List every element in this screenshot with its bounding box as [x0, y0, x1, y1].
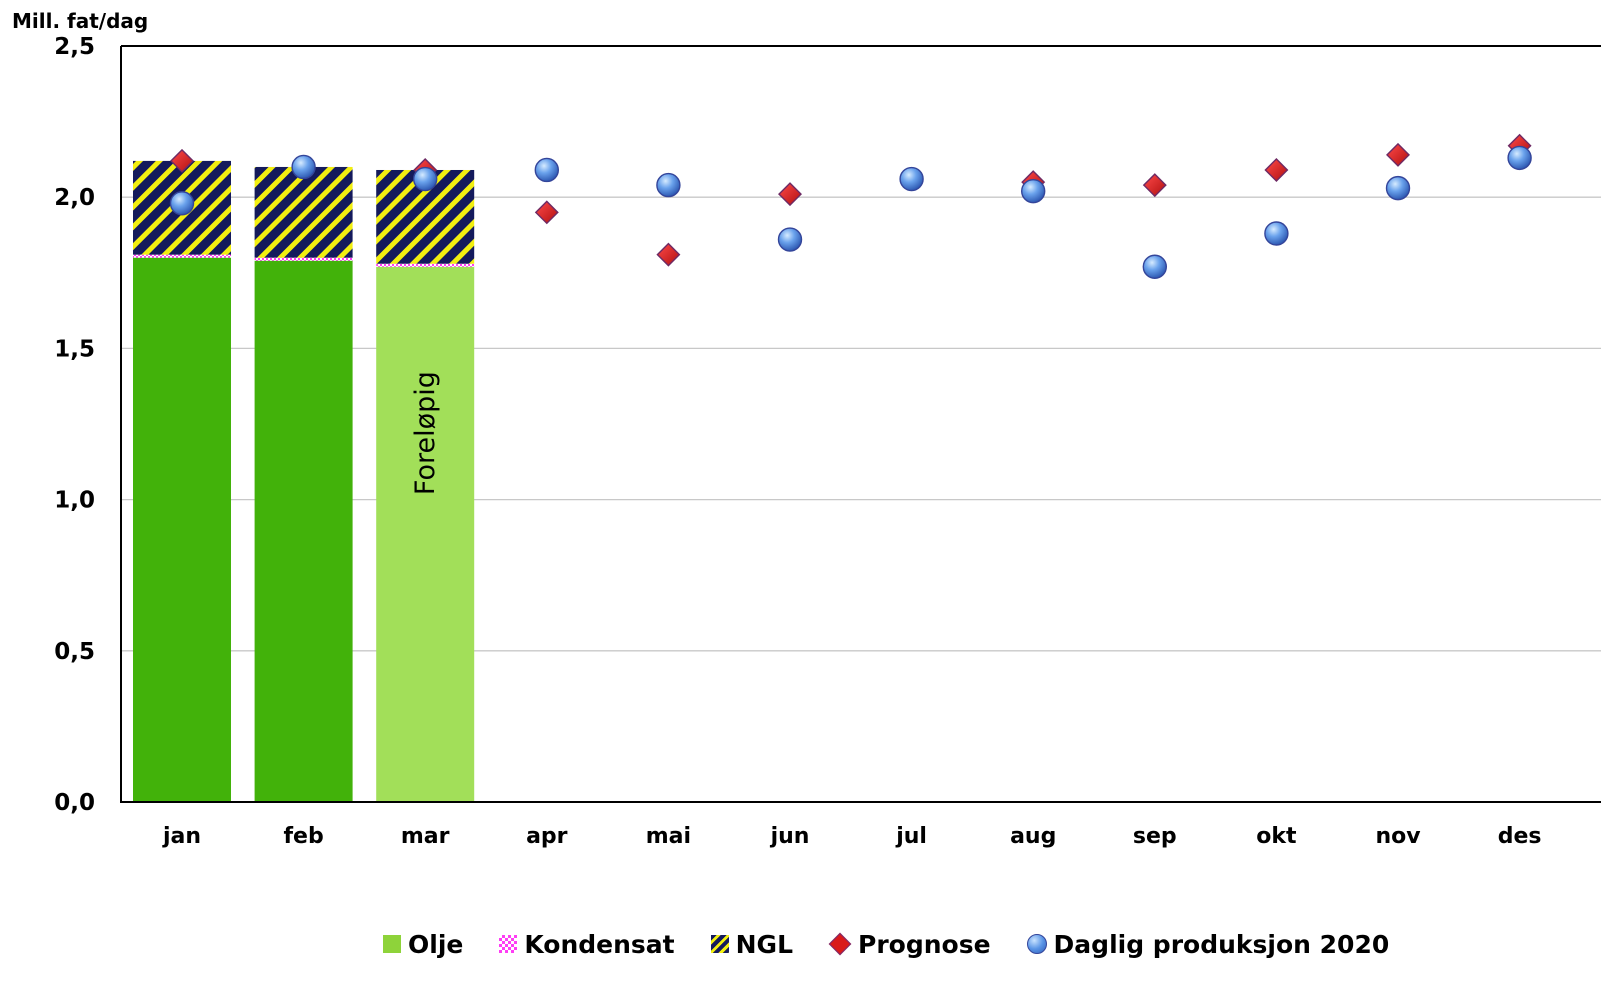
legend-label-olje: Olje	[408, 929, 464, 959]
marker-daglig	[1264, 221, 1289, 246]
y-tick-label: 2,5	[54, 34, 95, 60]
y-tick-label: 1,0	[54, 488, 95, 514]
x-tick-label: apr	[526, 824, 568, 849]
marker-daglig	[1507, 145, 1532, 171]
marker-daglig	[656, 172, 681, 198]
bar-kondensat	[254, 257, 353, 261]
marker-prognose	[1142, 173, 1167, 198]
bar-annotation: Foreløpig	[410, 371, 441, 495]
y-tick-label: 0,0	[54, 790, 95, 816]
marker-daglig	[1142, 254, 1168, 279]
y-tick-label: 1,5	[54, 336, 95, 362]
axes	[120, 45, 1601, 803]
x-tick-label: sep	[1133, 824, 1177, 849]
marker-daglig	[1020, 178, 1046, 204]
x-tick-label: aug	[1010, 824, 1056, 849]
x-tick-label: jan	[162, 824, 201, 849]
marker-prognose	[1264, 157, 1289, 182]
legend-label-daglig: Daglig produksjon 2020	[1053, 929, 1390, 959]
legend-swatch-olje	[383, 935, 401, 953]
marker-daglig	[534, 157, 559, 183]
marker-daglig	[1385, 175, 1411, 201]
legend-item-daglig: Daglig produksjon 2020	[1026, 929, 1390, 959]
bar-olje	[133, 257, 231, 802]
legend-label-kondensat: Kondensat	[524, 929, 675, 959]
gridlines	[121, 196, 1601, 652]
marker-daglig	[413, 166, 438, 192]
legend-item-ngl: NGL	[710, 929, 793, 959]
legend-swatch-ngl	[710, 935, 729, 953]
marker-prognose	[778, 182, 802, 207]
y-tick-label: 2,0	[54, 185, 95, 211]
legend-swatch-kondensat	[499, 935, 518, 953]
y-tick-label: 0,5	[54, 639, 95, 665]
x-tick-label: nov	[1375, 824, 1421, 849]
x-tick-label: feb	[283, 824, 323, 849]
x-tick-label: okt	[1256, 824, 1297, 849]
labels: 0,0 0,5 1,0 1,5 2,0 2,5 Foreløpig jan feb mar apr m…	[54, 34, 1541, 849]
bar-kondensat	[376, 263, 475, 267]
legend: Olje Kondensat NGL Prognose Daglig produ…	[383, 926, 1389, 962]
x-tick-label: mai	[646, 824, 691, 849]
legend-item-kondensat: Kondensat	[499, 929, 675, 959]
marker-prognose	[1386, 142, 1410, 167]
legend-swatch-daglig	[1026, 934, 1047, 954]
legend-item-olje: Olje	[383, 930, 463, 959]
legend-label-ngl: NGL	[735, 929, 793, 959]
marker-daglig	[899, 166, 924, 192]
bar-ngl	[254, 166, 353, 258]
bar-kondensat	[133, 254, 231, 258]
bar-olje	[254, 260, 353, 803]
legend-label-prognose: Prognose	[858, 929, 991, 959]
x-tick-label: jul	[895, 824, 927, 849]
legend-swatch-prognose	[828, 932, 852, 956]
marker-prognose	[656, 242, 681, 267]
x-tick-label: des	[1498, 824, 1542, 849]
y-axis-unit-label: Mill. fat/dag	[12, 9, 149, 33]
bar-olje	[376, 266, 475, 802]
marker-prognose	[534, 200, 559, 225]
marker-prognose	[170, 148, 194, 173]
markers	[169, 133, 1532, 279]
bars	[133, 160, 475, 803]
x-tick-label: jun	[770, 824, 810, 849]
legend-item-prognose: Prognose	[828, 929, 991, 959]
marker-daglig	[291, 154, 316, 180]
marker-daglig	[169, 191, 195, 216]
marker-daglig	[777, 227, 803, 252]
x-tick-label: mar	[401, 824, 450, 849]
